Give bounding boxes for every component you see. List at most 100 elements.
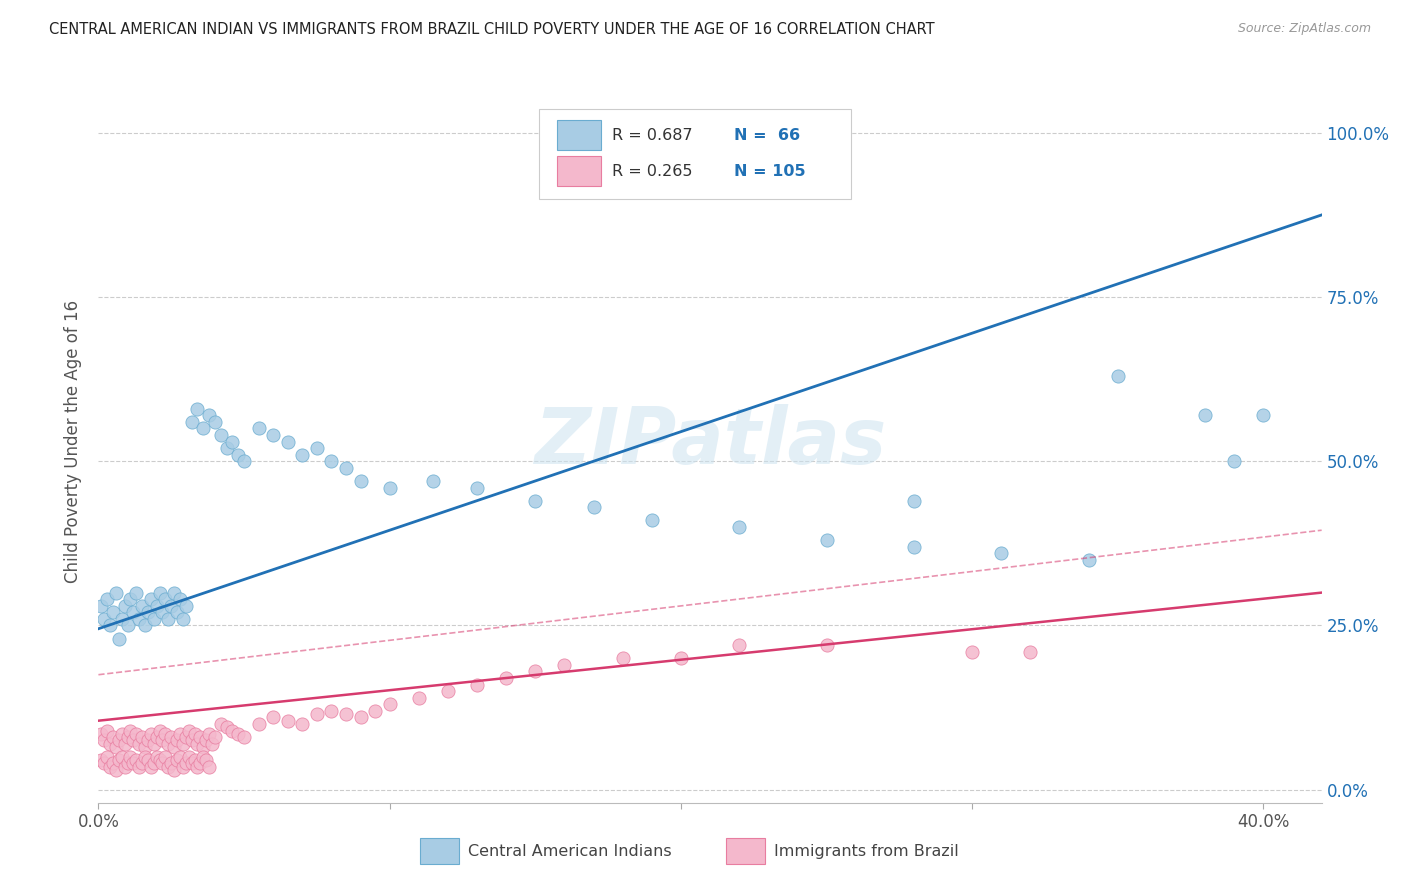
Point [815,638,838,652]
Point [198,760,221,774]
Point [131,599,153,613]
Point [728,126,751,140]
Point [226,448,249,462]
Point [98,618,121,632]
Point [174,756,197,771]
Point [378,481,401,495]
Point [114,737,136,751]
Point [1107,368,1129,383]
Point [378,698,401,712]
Point [524,665,547,679]
Point [145,599,167,613]
Point [277,434,299,449]
Point [186,401,208,416]
Text: N = 105: N = 105 [734,164,806,178]
Point [582,500,605,515]
Point [169,727,191,741]
Point [145,749,167,764]
Point [728,638,751,652]
Point [160,730,183,744]
Point [1223,454,1246,468]
Point [321,454,343,468]
Point [209,717,232,731]
Point [152,756,174,771]
Point [101,605,124,619]
Point [183,753,205,767]
Point [108,753,131,767]
Point [120,749,142,764]
Point [198,727,221,741]
Point [262,428,284,442]
Point [204,415,226,429]
Point [155,727,177,741]
Point [157,612,180,626]
Point [96,592,118,607]
Point [157,737,180,751]
Point [815,533,838,547]
Point [215,720,238,734]
Text: R = 0.687: R = 0.687 [612,128,693,143]
Point [1019,645,1042,659]
Point [247,421,270,435]
Point [111,727,134,741]
Point [163,739,186,754]
Point [114,760,136,774]
Point [120,592,142,607]
Point [177,723,200,738]
Point [277,714,299,728]
Point [186,760,208,774]
Y-axis label: Child Poverty Under the Age of 16: Child Poverty Under the Age of 16 [65,300,83,583]
Point [101,730,124,744]
Point [193,739,215,754]
Point [134,739,156,754]
Point [149,585,172,599]
Point [349,474,371,488]
Point [291,717,314,731]
Point [93,756,115,771]
Point [139,727,162,741]
Point [990,546,1012,560]
Point [305,707,328,722]
Point [166,605,188,619]
FancyBboxPatch shape [538,109,851,200]
Point [117,756,139,771]
Point [149,753,172,767]
Point [209,428,232,442]
Point [180,415,202,429]
Text: ZIPatlas: ZIPatlas [534,403,886,480]
Point [465,481,488,495]
Point [903,493,925,508]
Point [166,753,188,767]
Point [198,409,221,423]
Point [177,749,200,764]
Point [195,733,218,747]
Point [349,710,371,724]
Point [149,723,172,738]
Text: N =  66: N = 66 [734,128,800,143]
Point [134,618,156,632]
Point [553,657,575,672]
Point [465,677,488,691]
Point [114,599,136,613]
Point [131,730,153,744]
Point [120,723,142,738]
Point [134,749,156,764]
Point [108,632,131,646]
Point [262,710,284,724]
Text: Central American Indians: Central American Indians [468,844,672,859]
Point [1253,409,1275,423]
Point [93,733,115,747]
Point [108,733,131,747]
Point [221,723,243,738]
Point [136,753,159,767]
Point [186,737,208,751]
Point [321,704,343,718]
Point [136,605,159,619]
Point [160,599,183,613]
Point [226,727,249,741]
Point [193,421,215,435]
Text: CENTRAL AMERICAN INDIAN VS IMMIGRANTS FROM BRAZIL CHILD POVERTY UNDER THE AGE OF: CENTRAL AMERICAN INDIAN VS IMMIGRANTS FR… [49,22,935,37]
Point [204,730,226,744]
Point [157,760,180,774]
Point [169,749,191,764]
